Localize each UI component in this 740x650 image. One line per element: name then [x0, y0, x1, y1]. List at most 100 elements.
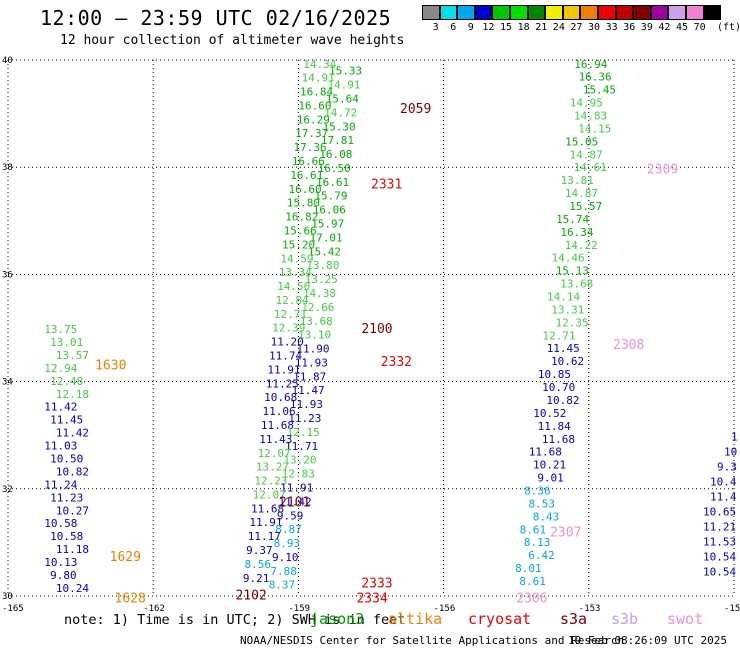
wave-height-label: 13.01 — [50, 336, 83, 349]
wave-height-label: 14.87 — [565, 187, 598, 200]
legend-swatch — [615, 5, 634, 20]
wave-height-label: 15.20 — [282, 238, 315, 251]
pass-time-label: 2101 — [279, 496, 310, 511]
pass-time-label: 1630 — [95, 358, 126, 373]
edge-wave-label: 10.4 — [710, 476, 737, 489]
wave-height-label: 11.90 — [296, 343, 329, 356]
legend-bin-label: 18 — [517, 22, 530, 33]
wave-height-label: 9.80 — [50, 569, 77, 582]
wave-height-label: 8.43 — [533, 510, 560, 523]
page-title: 12:00 — 23:59 UTC 02/16/2025 — [40, 6, 392, 30]
wave-height-label: 11.68 — [251, 502, 284, 515]
wave-height-label: 8.13 — [524, 536, 551, 549]
wave-height-label: 14.59 — [280, 252, 313, 265]
edge-wave-label: 10.54 — [703, 551, 736, 564]
edge-wave-label: 11.21 — [703, 521, 736, 534]
wave-height-label: 14.95 — [570, 97, 603, 110]
wave-height-label: 9.59 — [277, 509, 304, 522]
page-subtitle: 12 hour collection of altimeter wave hei… — [60, 33, 405, 48]
wave-height-label: 15.05 — [565, 135, 598, 148]
legend-bin-label: 9 — [467, 22, 474, 33]
wave-height-label: 14.91 — [327, 79, 360, 92]
wave-height-label: 8.87 — [275, 523, 302, 536]
wave-height-label: 12.94 — [44, 362, 77, 375]
wave-height-label: 11.45 — [547, 342, 580, 355]
wave-height-label: 10.58 — [50, 530, 83, 543]
pass-time-label: 2334 — [356, 592, 387, 607]
wave-height-label: 14.72 — [324, 106, 357, 119]
wave-height-label: 10.21 — [533, 459, 566, 472]
wave-height-label: 17.37 — [295, 127, 328, 140]
wave-height-label: 16.06 — [313, 204, 346, 217]
wave-height-label: 10.68 — [264, 391, 297, 404]
wave-height-label: 16.36 — [579, 71, 612, 84]
wave-height-label: 15.80 — [287, 197, 320, 210]
generated-timestamp: 19 Feb 08:26:09 UTC 2025 — [568, 634, 727, 647]
legend-bin-label: 39 — [640, 22, 653, 33]
edge-wave-label: 11.4 — [710, 491, 737, 504]
legend-bin-label: 33 — [605, 22, 618, 33]
wave-height-label: 12.18 — [56, 388, 89, 401]
wave-height-label: 10.27 — [56, 504, 89, 517]
pass-time-label: 1628 — [114, 592, 145, 607]
wave-height-label: 8.36 — [524, 484, 551, 497]
wave-height-label: 10.24 — [56, 582, 89, 595]
wave-height-label: 17.81 — [321, 134, 354, 147]
wave-height-label: 13.57 — [56, 349, 89, 362]
wave-height-label: 13.81 — [561, 174, 594, 187]
y-tick-label: 38 — [2, 163, 13, 173]
wave-height-label: 16.82 — [285, 211, 318, 224]
wave-height-label: 15.33 — [329, 65, 362, 78]
wave-height-label: 13.75 — [44, 323, 77, 336]
wave-height-label: 14.87 — [569, 148, 602, 161]
edge-wave-label: 10.54 — [703, 566, 736, 579]
x-tick-label: -156 — [434, 604, 456, 614]
legend-swatch — [686, 5, 704, 20]
wave-height-label: 14.15 — [578, 122, 611, 135]
legend-bin-label: 36 — [623, 22, 636, 33]
wave-height-label: 12.15 — [287, 426, 320, 439]
wave-height-label: 11.06 — [262, 405, 295, 418]
wave-height-label: 11.68 — [529, 446, 562, 459]
edge-wave-label: 10.65 — [703, 506, 736, 519]
wave-height-label: 11.42 — [56, 427, 89, 440]
pass-time-label: 2309 — [647, 162, 678, 177]
legend-swatch — [457, 5, 475, 20]
pass-time-label: 2331 — [371, 177, 402, 192]
satellite-swot: swot — [667, 610, 704, 628]
edge-wave-label: 1 — [731, 431, 738, 444]
pass-time-label: 1629 — [110, 550, 141, 565]
wave-height-label: 15.45 — [583, 84, 616, 97]
wave-height-label: 14.34 — [303, 58, 336, 71]
legend-bin-label: 6 — [450, 22, 457, 33]
edge-wave-label: 10 — [724, 446, 737, 459]
pass-time-label: 2059 — [400, 102, 431, 117]
x-tick-label: -159 — [288, 604, 310, 614]
satellite-s3a: s3a — [560, 610, 588, 628]
legend-bin-label: 24 — [552, 22, 565, 33]
y-tick-label: 32 — [2, 485, 13, 495]
legend-swatch — [633, 5, 651, 20]
wave-height-label: 11.93 — [290, 398, 323, 411]
wave-height-label: 13.80 — [306, 259, 339, 272]
wave-height-label: 16.66 — [292, 155, 325, 168]
wave-height-label: 11.23 — [50, 491, 83, 504]
wave-height-label: 8.37 — [269, 579, 296, 592]
wave-height-label: 11.87 — [293, 370, 326, 383]
x-tick-label: -153 — [579, 604, 601, 614]
wave-height-label: 16.50 — [318, 162, 351, 175]
wave-height-label: 6.42 — [528, 549, 555, 562]
wave-height-label: 12.23 — [254, 475, 287, 488]
wave-height-label: 11.45 — [50, 414, 83, 427]
wave-height-label: 11.91 — [249, 516, 282, 529]
wave-height-label: 13.20 — [283, 454, 316, 467]
wave-height-label: 16.29 — [297, 113, 330, 126]
wave-height-label: 15.74 — [556, 213, 589, 226]
wave-height-label: 10.13 — [44, 556, 77, 569]
y-tick-label: 36 — [2, 270, 13, 280]
wave-height-label: 11.74 — [269, 350, 302, 363]
wave-height-label: 12.35 — [556, 316, 589, 329]
pass-time-label: 2333 — [361, 577, 392, 592]
legend-swatch — [598, 5, 616, 20]
wave-height-label: 16.61 — [316, 176, 349, 189]
